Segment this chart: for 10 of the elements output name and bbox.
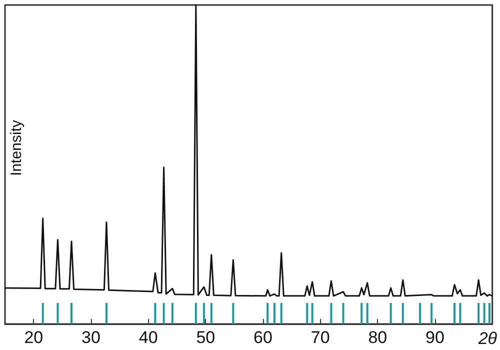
x-axis-title: 2θ [477, 329, 498, 348]
x-tick-label: 80 [368, 328, 388, 347]
x-tick-label: 40 [138, 328, 158, 347]
x-tick-label: 90 [426, 328, 444, 347]
y-axis-title: Intensity [8, 120, 25, 176]
x-tick-label: 70 [310, 328, 330, 347]
x-tick-label: 30 [82, 328, 100, 347]
x-tick-label: 50 [196, 328, 216, 347]
x-tick-label: 20 [24, 328, 44, 347]
x-tick-label: 60 [254, 328, 272, 347]
